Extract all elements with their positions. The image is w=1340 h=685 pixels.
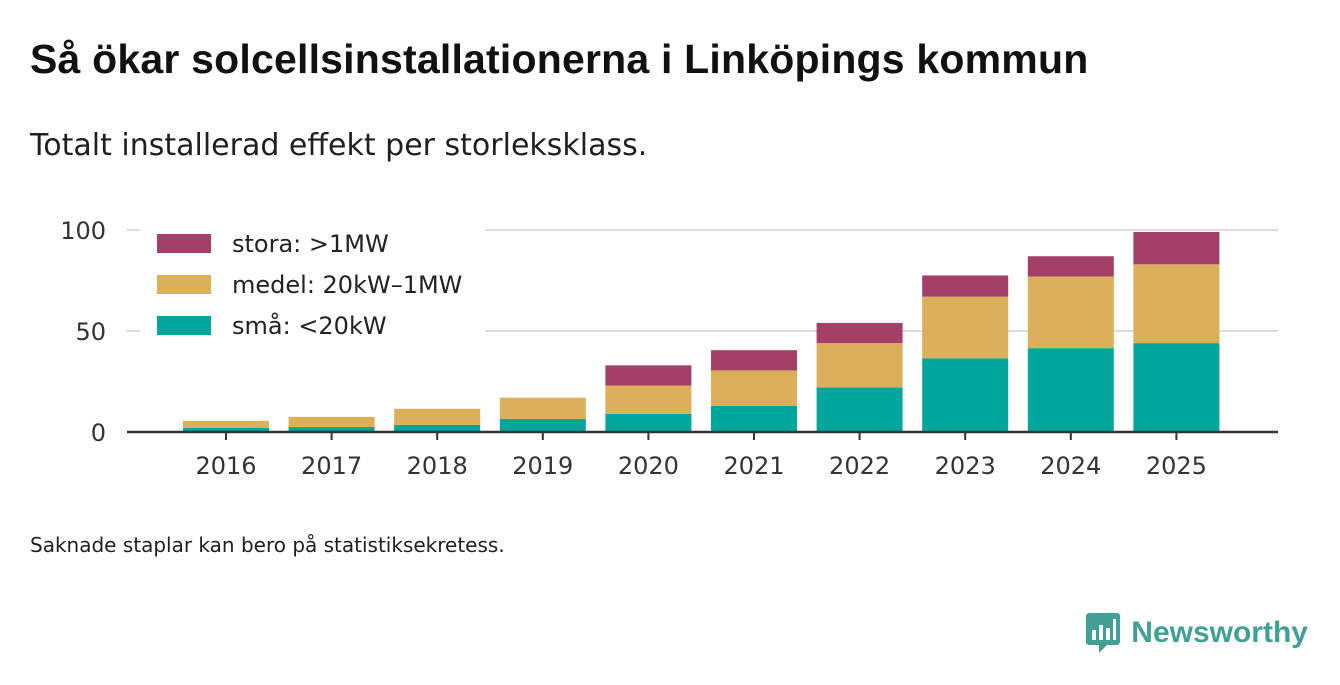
legend: stora: >1MW medel: 20kW–1MW små: <20kW	[140, 225, 485, 350]
bar-2020-series-1	[605, 385, 692, 414]
chart-title: Så ökar solcellsinstallationerna i Linkö…	[30, 36, 1089, 82]
bar-2017-series-0	[288, 426, 375, 432]
bar-2024-series-1	[1027, 276, 1114, 349]
footnote: Saknade staplar kan bero på statistiksek…	[30, 533, 505, 557]
x-tick-label-2018: 2018	[407, 452, 468, 480]
x-tick-label-2023: 2023	[935, 452, 996, 480]
bar-2021-series-0	[711, 405, 797, 432]
bar-2025-series-1	[1133, 264, 1220, 344]
brand-name: Newsworthy	[1131, 616, 1308, 649]
bar-2020-series-0	[605, 413, 692, 432]
y-tick-label-50: 50	[75, 318, 106, 346]
bar-2023-series-0	[922, 358, 1009, 432]
bar-2017-series-1	[288, 416, 375, 427]
bar-2025-series-0	[1133, 343, 1220, 432]
bar-2025-series-2	[1133, 232, 1220, 265]
y-tick-label-0: 0	[91, 419, 106, 447]
bar-2022-series-2	[816, 322, 903, 344]
bar-2019-series-1	[499, 397, 586, 419]
bar-2024-series-2	[1027, 256, 1114, 277]
bar-2019-series-0	[499, 418, 586, 432]
bars	[183, 232, 1220, 432]
x-tick-label-2016: 2016	[195, 452, 256, 480]
legend-swatch-2	[157, 316, 211, 335]
x-tick-label-2017: 2017	[301, 452, 362, 480]
legend-label-1: medel: 20kW–1MW	[232, 271, 462, 299]
bar-2024-series-0	[1027, 348, 1114, 432]
legend-label-2: små: <20kW	[232, 311, 387, 340]
bar-2016-series-1	[183, 420, 269, 428]
bar-2022-series-1	[816, 343, 903, 388]
x-tick-label-2021: 2021	[723, 452, 784, 480]
bar-2021-series-1	[711, 370, 797, 406]
x-tick-label-2019: 2019	[512, 452, 573, 480]
brand-logo: Newsworthy	[1085, 611, 1308, 655]
bar-2018-series-0	[394, 424, 481, 432]
axes: 0 50 100 2016 2017 2018 2019 2020 2021 2022 2023 20…	[60, 217, 1278, 480]
x-tick-label-2022: 2022	[829, 452, 890, 480]
legend-swatch-1	[157, 275, 211, 294]
bar-2023-series-1	[922, 296, 1009, 359]
bar-2021-series-2	[711, 350, 797, 371]
bar-2016-series-0	[183, 427, 269, 432]
bar-2023-series-2	[922, 275, 1009, 297]
newsworthy-logo-icon	[1086, 613, 1121, 653]
x-tick-label-2024: 2024	[1040, 452, 1101, 480]
x-tick-label-2025: 2025	[1146, 452, 1207, 480]
bar-2018-series-1	[394, 408, 481, 425]
bar-2020-series-2	[605, 365, 692, 386]
x-tick-label-2020: 2020	[618, 452, 679, 480]
y-tick-label-100: 100	[60, 217, 106, 245]
stacked-bar-chart: 0 50 100 2016 2017 2018 2019 2020 2021 2022 2023 20…	[60, 217, 1278, 480]
legend-label-0: stora: >1MW	[232, 230, 389, 258]
bar-2022-series-0	[816, 387, 903, 432]
legend-swatch-0	[157, 234, 211, 253]
chart-subtitle: Totalt installerad effekt per storlekskl…	[30, 128, 648, 163]
